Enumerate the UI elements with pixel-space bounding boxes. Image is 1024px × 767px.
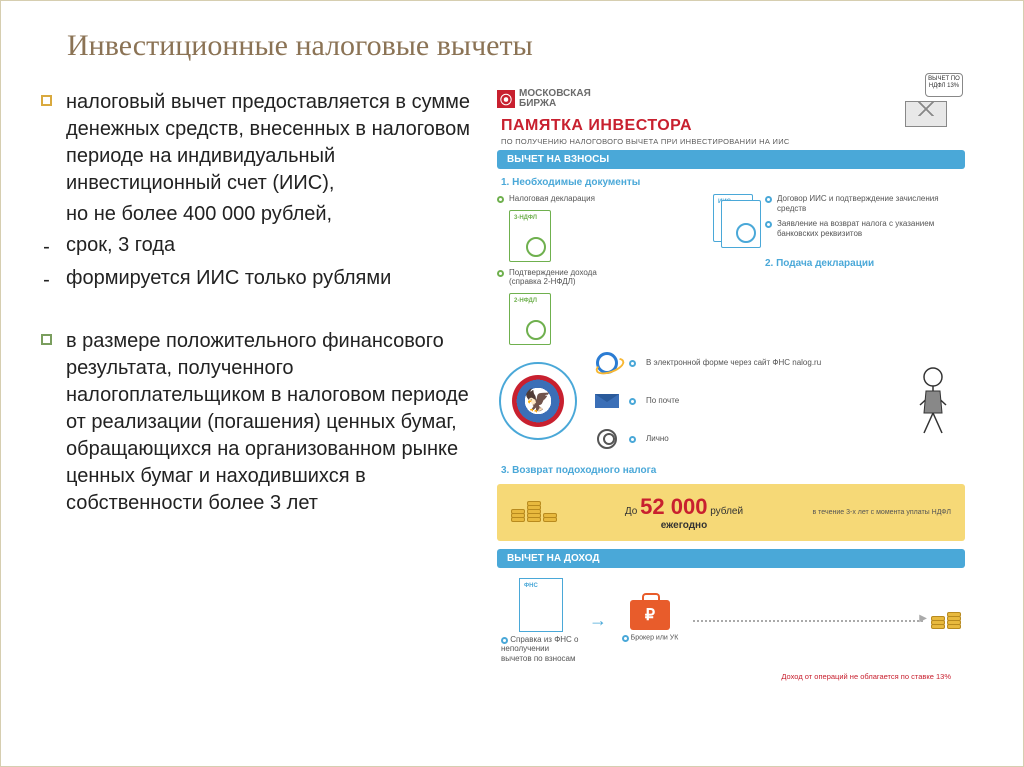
dot-icon: [629, 360, 636, 367]
bullet-square-icon: [41, 334, 52, 345]
arrow-icon: →: [589, 610, 607, 631]
bullet-item: налоговый вычет предоставляется в сумме …: [41, 89, 481, 197]
dash-item: - формируется ИИС только рублями: [41, 265, 481, 294]
bullet-continuation: но не более 400 000 рублей,: [41, 201, 481, 228]
dot-icon: [765, 221, 772, 228]
dash-icon: -: [41, 267, 52, 294]
band-income: ВЫЧЕТ НА ДОХОД: [497, 549, 965, 568]
step3-label: 3. Возврат подоходного налога: [501, 465, 961, 476]
amount-strip: До 52 000 рублей ежегодно в течение 3-х …: [497, 484, 965, 541]
bullet-list: налоговый вычет предоставляется в сумме …: [41, 89, 481, 683]
fns-doc-icon: ФНС: [519, 578, 563, 632]
income-flow: ФНС Справка из ФНС о неполучении вычетов…: [491, 572, 971, 670]
document-icon: 3-НДФЛ: [509, 210, 551, 262]
bullet-square-icon: [41, 95, 52, 106]
docs-right: Договор ИИС и подтверждение зачисления с…: [765, 194, 965, 345]
page-title: Инвестиционные налоговые вычеты: [67, 29, 983, 63]
doc-stack-icon: ИИС: [701, 194, 751, 250]
envelope-badge: ВЫЧЕТ ПО НДФЛ 13%: [903, 79, 963, 127]
bullet-item: в размере положительного финансового рез…: [41, 328, 481, 517]
step2-label: 2. Подача декларации: [765, 258, 965, 269]
envelope-icon: [905, 101, 947, 127]
mex-logo: ⦿ МОСКОВСКАЯ БИРЖА: [497, 89, 591, 109]
dash-item: - срок, 3 года: [41, 232, 481, 261]
dotted-arrow-icon: [693, 620, 923, 622]
step1-label: 1. Необходимые документы: [501, 177, 961, 188]
person-icon: [597, 429, 617, 449]
infographic-header: ⦿ МОСКОВСКАЯ БИРЖА: [491, 89, 971, 117]
mex-logo-icon: ⦿: [497, 90, 515, 108]
docs-left: Налоговая декларация 3-НДФЛ Подтверждени…: [497, 194, 677, 345]
dot-icon: [629, 398, 636, 405]
dot-icon: [497, 270, 504, 277]
dash-icon: -: [41, 234, 52, 261]
investor-figure: [903, 365, 963, 437]
red-title: ПАМЯТКА ИНВЕСТОРА: [501, 117, 961, 135]
infographic: ВЫЧЕТ ПО НДФЛ 13% ⦿ МОСКОВСКАЯ БИРЖА ПАМ…: [491, 89, 983, 683]
bullet-text: налоговый вычет предоставляется в сумме …: [66, 89, 481, 197]
document-icon: 2-НФДЛ: [509, 293, 551, 345]
browser-icon: [596, 352, 618, 374]
coins-icon: [931, 613, 961, 629]
dot-icon: [765, 196, 772, 203]
coins-icon: [511, 502, 557, 522]
fns-emblem: 🦅: [499, 362, 577, 440]
mail-icon: [595, 394, 619, 408]
briefcase-icon: [630, 600, 670, 630]
sub-title: ПО ПОЛУЧЕНИЮ НАЛОГОВОГО ВЫЧЕТА ПРИ ИНВЕС…: [501, 137, 961, 146]
dot-icon: [497, 196, 504, 203]
band-contrib: ВЫЧЕТ НА ВЗНОСЫ: [497, 150, 965, 169]
content-row: налоговый вычет предоставляется в сумме …: [41, 89, 983, 683]
income-note: Доход от операций не облагается по ставк…: [491, 670, 971, 683]
dot-icon: [629, 436, 636, 443]
eagle-icon: 🦅: [524, 388, 551, 414]
speech-bubble: ВЫЧЕТ ПО НДФЛ 13%: [925, 73, 963, 97]
